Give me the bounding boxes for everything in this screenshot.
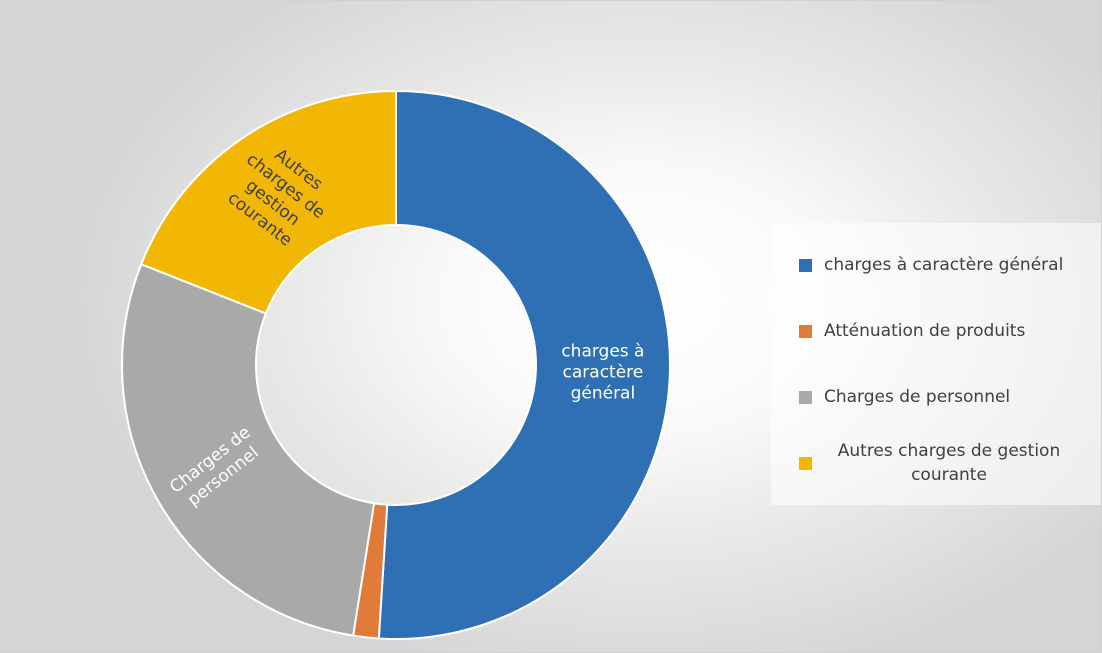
legend-item-charges-caractere-general: charges à caractère général	[799, 255, 1063, 275]
donut-slice-charges-de-personnel	[121, 262, 376, 637]
legend-item-attenuation-de-produits: Atténuation de produits	[799, 321, 1025, 341]
legend-item-charges-de-personnel: Charges de personnel	[799, 387, 1010, 407]
legend-swatch	[799, 258, 812, 272]
donut-slice-autres-charges-de-gestion-courante	[139, 89, 397, 315]
legend-swatch	[799, 390, 812, 404]
legend-swatch	[799, 456, 812, 470]
donut-slices	[121, 89, 671, 640]
legend-item-autres-charges-gestion-courante: Autres charges de gestion courante	[799, 439, 1074, 487]
legend-label: Charges de personnel	[824, 387, 1011, 407]
legend-label: Autres charges de gestion courante	[837, 441, 1061, 485]
legend-label: charges à caractère général	[824, 255, 1064, 275]
legend-swatch	[799, 324, 812, 338]
legend: charges à caractère général Atténuation …	[771, 223, 1101, 505]
donut-slice-charges-a-caractere-general	[377, 89, 671, 640]
slice-label-charges-a-caractere-general: charges à caractère général	[561, 342, 644, 404]
legend-label: Atténuation de produits	[824, 321, 1026, 341]
